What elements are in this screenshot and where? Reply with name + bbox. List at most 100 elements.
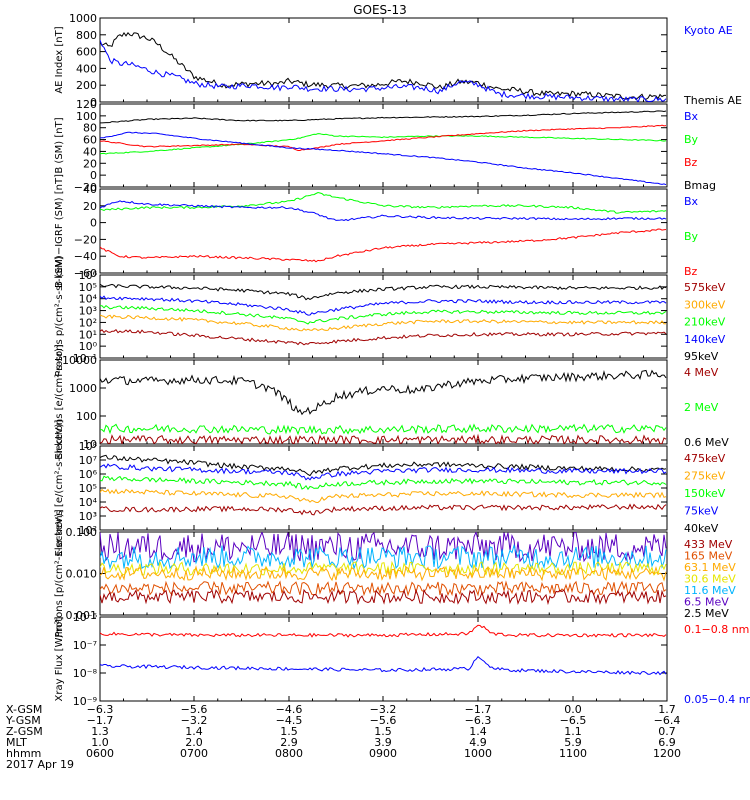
- x-row-value: 0.0: [564, 703, 582, 716]
- series-line: [100, 463, 667, 481]
- y-axis-label: B (SM) [nT]: [54, 117, 65, 173]
- y-tick-label: 10000: [62, 354, 97, 367]
- y-tick-label: 10³: [79, 510, 97, 523]
- y-tick-label: 10⁶: [79, 269, 98, 282]
- x-row-label: Y-GSM: [5, 714, 41, 727]
- y-axis-label: Xray Flux [W/m²]: [54, 616, 65, 701]
- legend-label: Bx: [684, 195, 699, 208]
- legend-label: 4 MeV: [684, 366, 719, 379]
- y-tick-label: 10⁻⁸: [73, 667, 98, 680]
- legend-label: 2.5 MeV: [684, 607, 729, 620]
- series-line: [100, 328, 667, 346]
- series-line: [100, 200, 667, 222]
- series-line: [100, 228, 667, 263]
- y-axis-label: AE Index [nT]: [54, 26, 65, 93]
- x-row-value: 0.7: [658, 725, 676, 738]
- series-line: [100, 433, 667, 444]
- series-line: [100, 191, 667, 214]
- legend-label: 210keV: [684, 316, 726, 329]
- series-line: [100, 124, 667, 151]
- x-row-label: Z-GSM: [6, 725, 43, 738]
- y-tick-label: 20: [83, 200, 97, 213]
- y-tick-label: 10⁶: [79, 468, 98, 481]
- y-axis-label: B (SM)−IGRF (SM) [nT]: [54, 174, 65, 288]
- y-tick-label: 10²: [79, 316, 97, 329]
- chart-title: GOES-13: [353, 3, 407, 17]
- x-row-value: 6.9: [658, 736, 676, 749]
- y-tick-label: 0.010: [66, 568, 98, 581]
- y-tick-label: −20: [74, 233, 97, 246]
- x-row-value: −3.2: [181, 714, 208, 727]
- y-tick-label: 0.100: [66, 526, 98, 539]
- x-row-value: 2.9: [280, 736, 298, 749]
- legend-label: By: [684, 230, 699, 243]
- y-tick-label: 80: [83, 122, 97, 135]
- y-tick-label: 10⁴: [79, 496, 98, 509]
- legend-label: 6.5 MeV: [684, 596, 729, 609]
- panel-8: 10⁻⁹ 10⁻⁸ 10⁻⁷ 10⁻⁶ Xray Flux [W/m²] 0.1−0.8 …: [54, 611, 750, 708]
- y-tick-label: −40: [74, 250, 97, 263]
- y-tick-label: 0.001: [66, 609, 98, 622]
- legend-label: 0.05−0.4 nm: [684, 693, 750, 706]
- legend-label: 63.1 MeV: [684, 561, 736, 574]
- x-row-value: 1.1: [564, 725, 582, 738]
- x-row-value: 1000: [464, 747, 492, 760]
- legend-label: 300keV: [684, 298, 726, 311]
- legend-label: 40keV: [684, 522, 719, 535]
- legend-label: Bz: [684, 156, 698, 169]
- series-line: [100, 131, 667, 186]
- y-tick-label: 10⁴: [79, 293, 98, 306]
- legend-label: 11.6 MeV: [684, 584, 736, 597]
- legend-label: 433 MeV: [684, 538, 733, 551]
- x-row-label: X-GSM: [6, 703, 42, 716]
- legend-label: 95keV: [684, 350, 719, 363]
- y-tick-label: 10¹: [79, 328, 97, 341]
- y-axis-label: Electrons [e/(cm²-s-sr)]: [54, 344, 65, 460]
- y-tick-label: 10⁻⁹: [73, 695, 97, 708]
- x-row-value: 2.0: [185, 736, 203, 749]
- series-line: [100, 423, 667, 436]
- y-tick-label: 10⁻⁶: [73, 611, 98, 624]
- x-row-value: −6.3: [87, 703, 114, 716]
- legend-label: 0.6 MeV: [684, 436, 729, 449]
- x-row-value: −6.3: [465, 714, 492, 727]
- date-label: 2017 Apr 19: [6, 758, 74, 771]
- y-tick-label: 100: [76, 410, 97, 423]
- y-tick-label: 10⁵: [79, 281, 97, 294]
- x-row-value: 1.5: [280, 725, 298, 738]
- x-row-value: −1.7: [465, 703, 492, 716]
- legend-label: 30.6 MeV: [684, 573, 736, 586]
- legend-label: 140keV: [684, 333, 726, 346]
- series-line: [100, 503, 667, 516]
- series-line: [100, 283, 667, 301]
- legend-label: Themis AE: [683, 94, 742, 107]
- y-tick-label: 600: [76, 46, 97, 59]
- series-line: [100, 31, 666, 101]
- y-tick-label: 20: [83, 157, 97, 170]
- y-tick-label: 60: [83, 134, 97, 147]
- series-line: [100, 305, 667, 325]
- panel-frame: [99, 188, 668, 274]
- legend-label: 2 MeV: [684, 401, 719, 414]
- x-row-value: −4.6: [276, 703, 303, 716]
- x-row-label: MLT: [6, 736, 27, 749]
- y-axis-label: Protons [p/(cm²-s-sr-keV)]: [54, 509, 65, 637]
- panel-frame: [99, 445, 668, 531]
- x-row-value: 1.7: [658, 703, 676, 716]
- y-tick-label: 10³: [79, 305, 97, 318]
- panel-frame: [99, 17, 668, 103]
- x-row-value: 5.9: [564, 736, 582, 749]
- x-row-value: −1.7: [87, 714, 114, 727]
- y-tick-label: 40: [83, 183, 97, 196]
- y-tick-label: 200: [76, 79, 97, 92]
- x-row-value: 4.9: [469, 736, 487, 749]
- series-line: [100, 454, 667, 477]
- series-line: [100, 295, 667, 316]
- x-row-value: −6.4: [654, 714, 681, 727]
- legend-label: Bx: [684, 110, 699, 123]
